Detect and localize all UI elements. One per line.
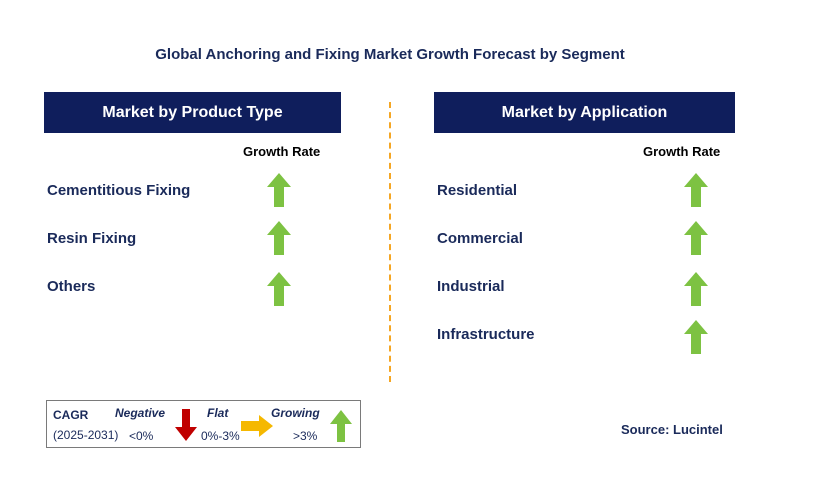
page-title: Global Anchoring and Fixing Market Growt… [155, 46, 625, 63]
product-type-growth-rate-label: Growth Rate [243, 144, 321, 159]
legend-negative-label: Negative [115, 406, 166, 420]
legend-growing-label: Growing [271, 406, 320, 420]
application-header: Market by Application [434, 92, 735, 133]
flat-arrow-icon [241, 415, 273, 437]
legend-flat-label: Flat [207, 406, 229, 420]
growing-arrow-icon [267, 173, 291, 207]
negative-arrow-icon [175, 409, 197, 441]
cagr-legend: CAGR (2025-2031) Negative <0% Flat 0%-3%… [46, 400, 361, 448]
application-growth-rate-label: Growth Rate [643, 144, 721, 159]
product-type-item: Cementitious Fixing [47, 182, 191, 199]
growing-arrow-icon [684, 221, 708, 255]
application-item: Industrial [437, 278, 505, 295]
application-item: Commercial [437, 230, 523, 247]
growing-arrow-icon [684, 272, 708, 306]
product-type-header: Market by Product Type [44, 92, 341, 133]
growing-arrow-icon [684, 320, 708, 354]
growing-arrow-icon [267, 272, 291, 306]
product-type-item: Resin Fixing [47, 230, 137, 247]
source-label: Source: Lucintel [621, 422, 723, 437]
legend-negative-range: <0% [129, 429, 154, 443]
legend-cagr-label: CAGR [53, 408, 89, 422]
panel-divider [389, 102, 391, 382]
legend-growing-range: >3% [293, 429, 318, 443]
application-item: Residential [437, 182, 518, 199]
growing-arrow-icon [330, 410, 352, 442]
application-item: Infrastructure [437, 326, 535, 343]
legend-flat-range: 0%-3% [201, 429, 240, 443]
growing-arrow-icon [684, 173, 708, 207]
growing-arrow-icon [267, 221, 291, 255]
product-type-item: Others [47, 278, 96, 295]
legend-period: (2025-2031) [53, 428, 119, 442]
